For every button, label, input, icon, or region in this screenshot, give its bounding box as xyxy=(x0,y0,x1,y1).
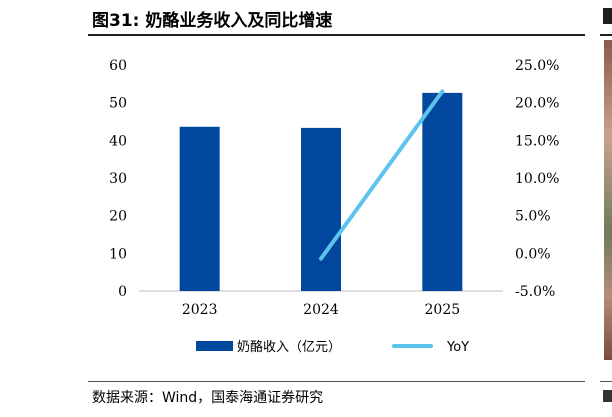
right-tick-label: 20.0% xyxy=(515,96,559,112)
x-tick-label: 2025 xyxy=(425,302,461,318)
bar-series xyxy=(179,92,463,291)
x-tick-label: 2023 xyxy=(182,302,218,318)
right-tick-label: 10.0% xyxy=(515,171,559,187)
left-tick-label: 60 xyxy=(109,58,127,74)
left-axis-ticks: 0 10 20 30 40 50 60 xyxy=(109,58,127,300)
right-axis-ticks: -5.0% 0.0% 5.0% 10.0% 15.0% 20.0% 25.0% xyxy=(515,58,559,300)
bar xyxy=(422,92,463,291)
right-tick-label: 5.0% xyxy=(515,209,551,225)
left-tick-label: 10 xyxy=(109,246,127,262)
adjacent-source-fragment xyxy=(603,390,612,402)
source-rule xyxy=(88,381,585,382)
x-tick-label: 2024 xyxy=(303,302,339,318)
yoy-series xyxy=(319,89,445,261)
left-tick-label: 20 xyxy=(109,209,127,225)
adjacent-title-rule xyxy=(600,34,612,36)
yoy-line xyxy=(319,89,445,261)
adjacent-photo-fragment xyxy=(604,40,612,360)
right-tick-label: 0.0% xyxy=(515,246,551,262)
adjacent-source-rule xyxy=(600,381,612,382)
legend-label-bar: 奶酪收入（亿元） xyxy=(237,339,341,355)
left-tick-label: 30 xyxy=(109,171,127,187)
left-tick-label: 0 xyxy=(118,284,127,300)
legend-label-line: YoY xyxy=(446,340,469,355)
x-axis-ticks: 2023 2024 2025 xyxy=(182,302,460,318)
left-tick-label: 40 xyxy=(109,133,127,149)
legend-swatch-bar xyxy=(196,341,233,351)
right-tick-label: 25.0% xyxy=(515,58,559,74)
adjacent-title-fragment xyxy=(603,8,612,24)
right-tick-label: 15.0% xyxy=(515,133,559,149)
title-rule xyxy=(88,34,585,36)
legend: 奶酪收入（亿元） YoY xyxy=(196,339,469,355)
right-tick-label: -5.0% xyxy=(515,284,555,300)
figure-title: 图31: 奶酪业务收入及同比增速 xyxy=(92,11,333,31)
left-tick-label: 50 xyxy=(109,96,127,112)
bar xyxy=(301,127,341,291)
bar xyxy=(179,126,220,291)
source-note: 数据来源：Wind，国泰海通证券研究 xyxy=(92,390,324,406)
